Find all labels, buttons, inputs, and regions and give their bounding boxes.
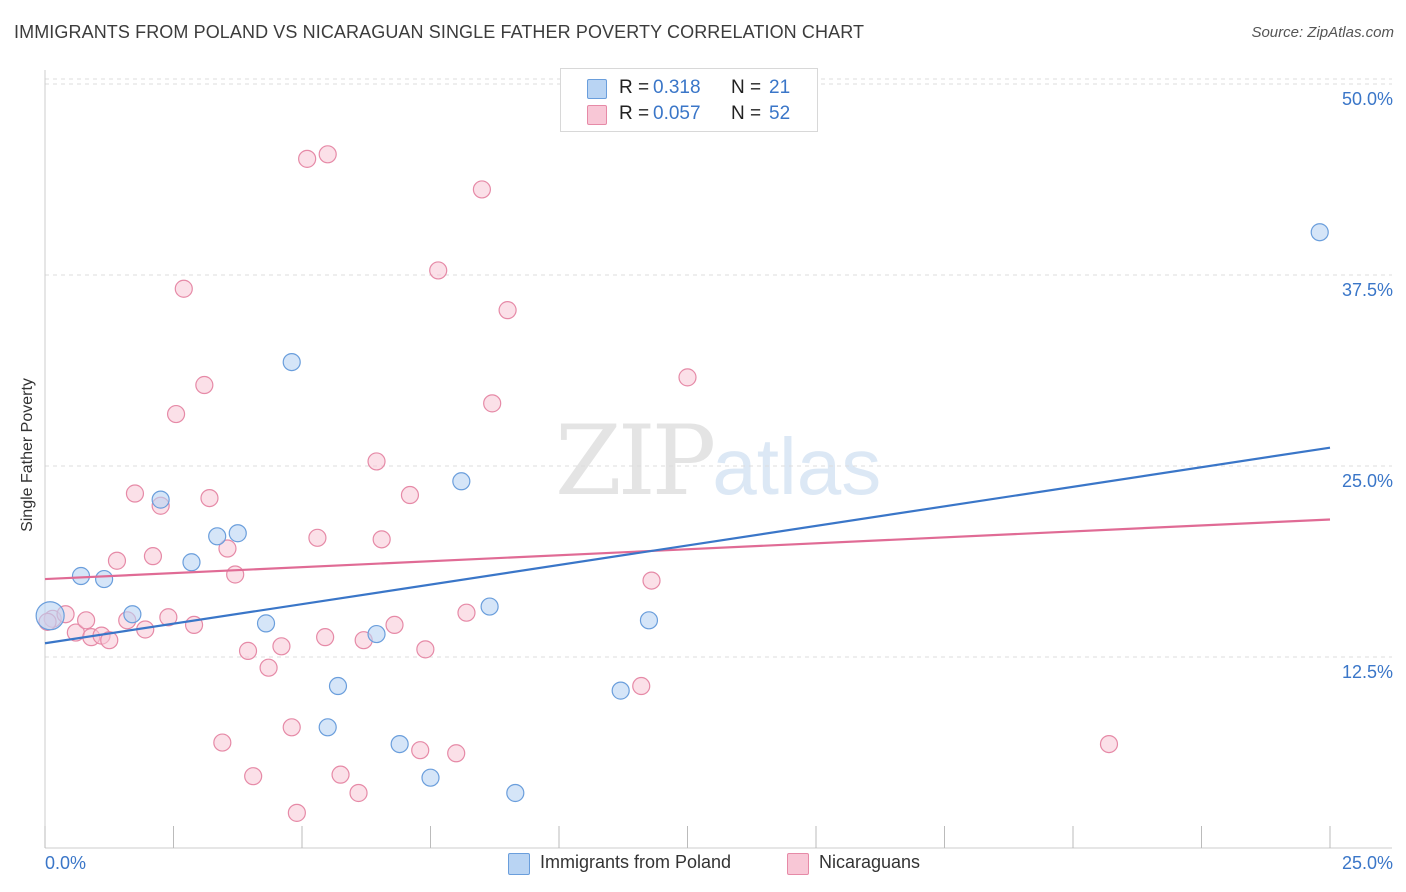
nicaraguans-point <box>498 301 517 320</box>
y-tick-label: 50.0% <box>1342 89 1393 109</box>
poland-point <box>318 718 337 737</box>
r-value: 0.318 <box>653 77 701 98</box>
nicaraguans-point <box>298 149 317 168</box>
r-label: R = <box>619 77 650 98</box>
nicaraguans-point <box>416 640 435 659</box>
y-tick-label: 12.5% <box>1342 662 1393 682</box>
nicaraguans-point <box>457 603 476 622</box>
poland-point <box>228 524 247 543</box>
poland-swatch <box>587 79 607 99</box>
n-label: N = <box>731 77 762 98</box>
poland-point <box>95 569 114 589</box>
axes <box>44 70 1392 849</box>
tick-labels: 12.5% 25.0% 37.5% 50.0% 0.0% 25.0% <box>45 89 1393 873</box>
nicaraguans-point <box>166 404 186 424</box>
nicaraguans-point <box>472 180 491 199</box>
trend-lines <box>44 446 1331 645</box>
nicaraguans-point <box>331 765 350 784</box>
n-value: 21 <box>769 77 791 98</box>
nicaraguans-point <box>632 676 651 696</box>
nicaraguans-point <box>372 530 391 549</box>
nicaraguans-point <box>259 658 278 677</box>
poland-point <box>35 601 65 631</box>
nicaraguans-swatch <box>787 853 809 875</box>
legend-label: Immigrants from Poland <box>540 852 732 872</box>
nicaraguans-point <box>100 631 119 650</box>
x-tick-label: 0.0% <box>45 853 86 873</box>
nicaraguans-point <box>159 608 178 627</box>
nicaraguans-point <box>218 539 237 558</box>
nicaraguans-swatch <box>587 105 607 125</box>
nicaraguans-point <box>125 484 145 503</box>
x-tick-label: 25.0% <box>1342 853 1393 873</box>
poland-point <box>123 605 142 624</box>
nicaraguans-point <box>107 551 127 570</box>
nicaraguans-point <box>483 394 502 413</box>
poland-point <box>71 566 91 586</box>
poland-point <box>282 352 301 372</box>
poland-point <box>182 553 201 572</box>
nicaraguans-point <box>244 767 263 786</box>
poland-point <box>367 624 386 644</box>
poland-point <box>208 527 227 546</box>
nicaraguans-point <box>238 641 258 660</box>
y-tick-label: 37.5% <box>1342 280 1393 300</box>
poland-point <box>480 597 499 616</box>
nicaraguans-point <box>318 145 337 164</box>
nicaraguans-point <box>77 611 96 630</box>
nicaraguans-point <box>174 279 193 298</box>
nicaraguans-point <box>195 375 214 395</box>
nicaraguans-point <box>429 261 448 280</box>
poland-point <box>256 614 276 633</box>
legend-label: Nicaraguans <box>819 852 921 872</box>
nicaraguans-point <box>349 783 368 803</box>
nicaraguans-point <box>213 733 232 752</box>
nicaraguans-point <box>367 452 386 471</box>
nicaraguans-point <box>1099 734 1119 754</box>
r-value: 0.057 <box>653 103 701 124</box>
nicaraguans-point <box>411 741 430 760</box>
poland-point <box>151 490 170 509</box>
nicaraguans-point <box>308 528 327 547</box>
y-tick-label: 25.0% <box>1342 471 1393 491</box>
nicaraguans-point <box>282 718 301 737</box>
nicaraguans-point <box>385 615 404 635</box>
nicaraguans-point <box>642 571 661 590</box>
poland-point <box>452 472 471 491</box>
source-credit: Source: ZipAtlas.com <box>1251 24 1394 41</box>
poland-point <box>328 676 348 696</box>
nicaraguans-point <box>200 488 219 508</box>
poland-point <box>506 783 525 803</box>
n-value: 52 <box>769 103 791 124</box>
nicaraguans-points <box>38 145 1119 822</box>
nicaraguans-point <box>287 803 306 822</box>
nicaraguans-point <box>143 547 163 566</box>
poland-point <box>639 611 659 630</box>
poland-point <box>611 681 630 700</box>
nicaraguans-point <box>272 637 291 656</box>
watermark-zip: ZIP <box>555 405 716 517</box>
poland-point <box>1310 223 1329 242</box>
nicaraguans-point <box>447 744 466 763</box>
poland-point <box>390 734 409 754</box>
poland-swatch <box>508 853 530 875</box>
correlation-legend: R = 0.318 N = 21 R = 0.057 N = 52 <box>560 68 818 132</box>
r-label: R = <box>619 103 650 124</box>
poland-trend-line <box>44 446 1331 645</box>
nicaraguans-point <box>678 368 697 387</box>
n-label: N = <box>731 103 762 124</box>
nicaraguans-point <box>400 485 420 505</box>
nicaraguans-point <box>226 565 245 584</box>
poland-point <box>421 768 440 787</box>
chart-title: IMMIGRANTS FROM POLAND VS NICARAGUAN SIN… <box>14 22 865 42</box>
nicaraguans-point <box>316 628 335 647</box>
poland-points <box>35 223 1329 803</box>
nicaraguans-trend-line <box>44 518 1331 581</box>
